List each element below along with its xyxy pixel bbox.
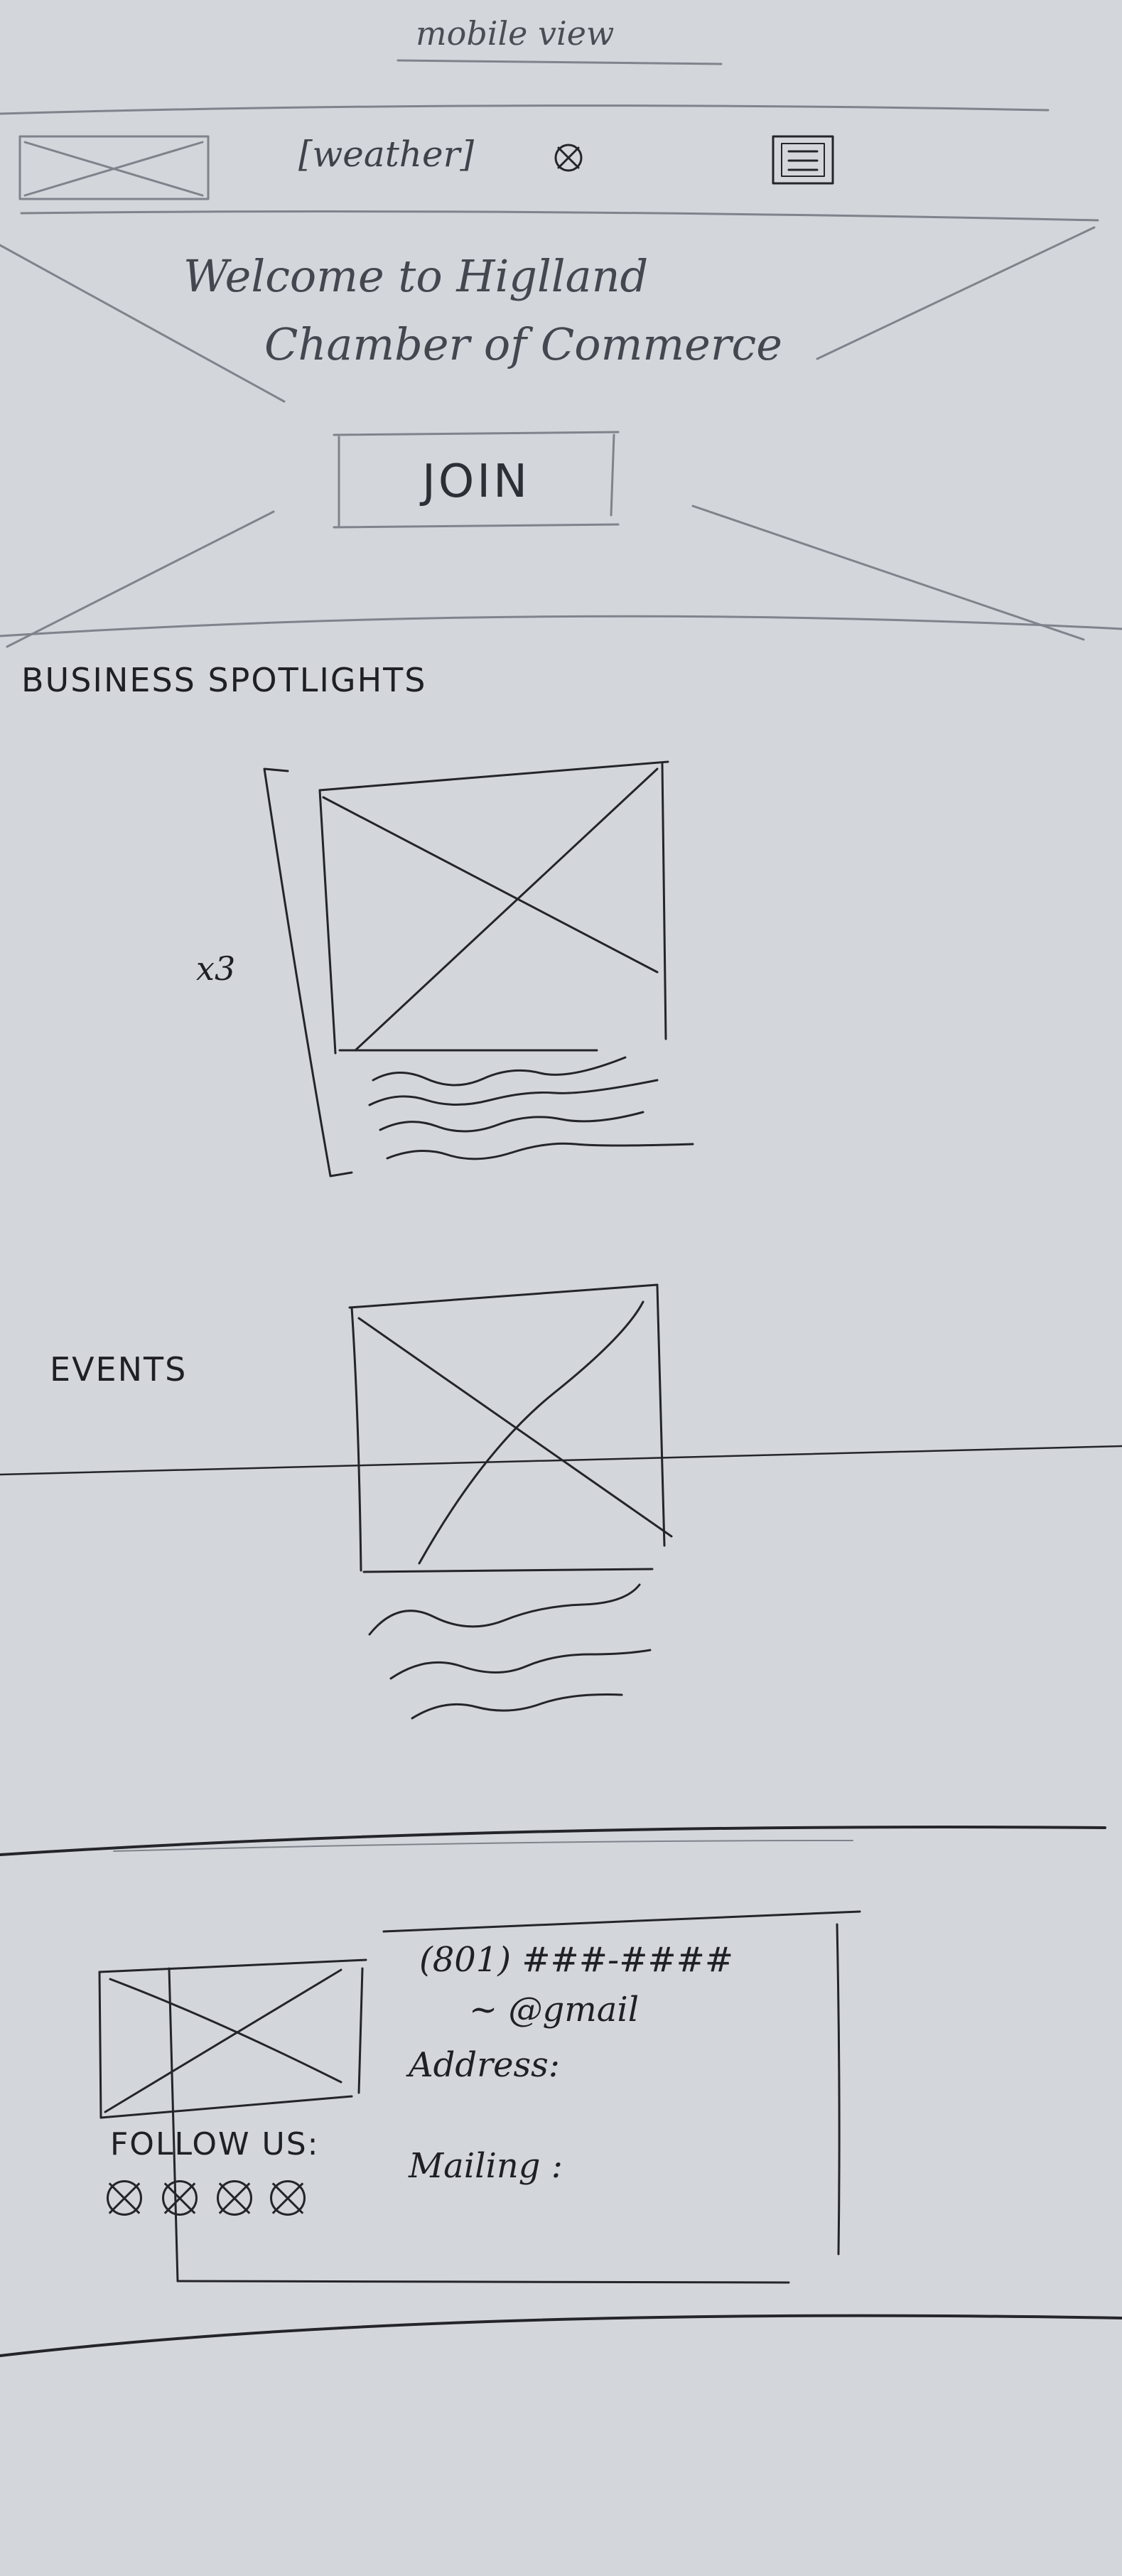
spotlight-card (263, 760, 694, 1177)
join-button[interactable]: JOIN (341, 437, 611, 526)
spotlight-count-note: x3 (196, 949, 236, 988)
weather-label: [weather] (298, 134, 474, 175)
hamburger-menu-icon (772, 135, 834, 185)
footer-mailing-label: Mailing : (409, 2146, 563, 2186)
social-icon-1[interactable] (107, 2180, 142, 2216)
follow-us-label: FOLLOW US: (110, 2126, 320, 2162)
menu-button[interactable] (770, 134, 836, 188)
footer-box (168, 1910, 861, 2284)
business-spotlights-heading: BUSINESS SPOTLIGHTS (21, 661, 427, 699)
footer-address-label: Address: (409, 2045, 560, 2085)
social-icon-3[interactable] (217, 2180, 252, 2216)
welcome-heading-line2: Chamber of Commerce (264, 318, 782, 370)
social-icon-2[interactable] (162, 2180, 198, 2216)
logo-link[interactable] (20, 135, 208, 200)
footer-logo-placeholder-icon (98, 1958, 367, 2119)
page-title: mobile view (416, 14, 615, 53)
events-heading: EVENTS (50, 1350, 188, 1389)
weather-icon (554, 144, 583, 172)
logo-placeholder-icon (18, 135, 210, 200)
welcome-heading-line1: Welcome to Higlland (183, 250, 649, 302)
hero-image-placeholder (0, 226, 1122, 648)
footer-email: ~ @gmail (469, 1990, 640, 2030)
event-card (348, 1283, 673, 1720)
social-icon-4[interactable] (270, 2180, 306, 2216)
footer-phone: (801) ###-#### (419, 1940, 734, 1980)
